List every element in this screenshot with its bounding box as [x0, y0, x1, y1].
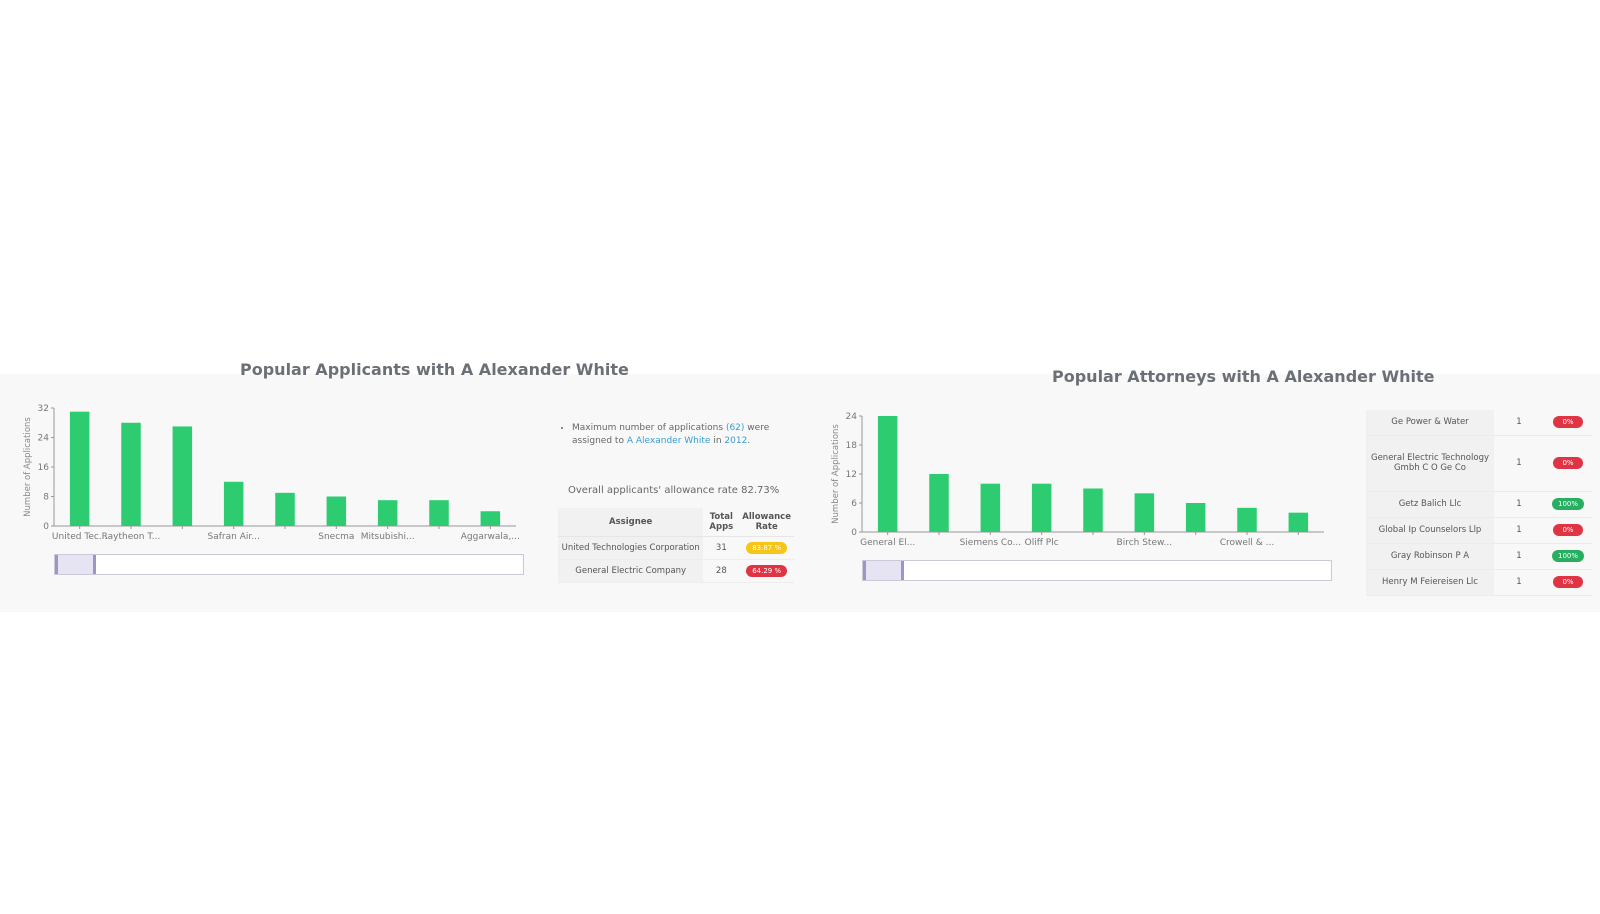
bar [1237, 507, 1257, 532]
total-apps: 28 [703, 559, 740, 583]
table-row[interactable]: Global Ip Counselors Llp 1 0% [1366, 517, 1592, 544]
y-tick-label: 24 [846, 412, 858, 422]
x-tick-label: Siemens Co... [960, 538, 1022, 548]
bar [480, 511, 501, 526]
allowance-badge: 100% [1551, 498, 1584, 510]
y-axis-label: Number of Applications [23, 417, 33, 517]
allowance-badge: 83.87 % [746, 542, 788, 554]
x-tick-label: Birch Stew... [1117, 538, 1173, 548]
x-tick-label: Aggarwala,... [461, 532, 520, 542]
attorneys-bar-chart: Number of Applications 0 6 12 18 24 General El… [831, 412, 1324, 548]
table-row[interactable]: Gray Robinson P A 1 100% [1366, 543, 1592, 570]
x-tick-label: Snecma [318, 532, 354, 542]
bar [1083, 488, 1103, 532]
attorney-name: General Electric Technology Gmbh C O Ge … [1366, 435, 1494, 492]
x-tick-label: Crowell & ... [1220, 538, 1275, 548]
table-row[interactable]: Ge Power & Water 1 0% [1366, 410, 1592, 436]
bar [223, 481, 244, 526]
info-end: . [747, 436, 751, 446]
info-prefix: Maximum number of applications [572, 423, 724, 433]
table-row[interactable]: Getz Balich Llc 1 100% [1366, 491, 1592, 518]
allowance-badge: 0% [1553, 524, 1583, 536]
x-tick-label: Raytheon T... [102, 532, 161, 542]
attorney-apps: 1 [1494, 435, 1544, 492]
info-middle: were assigned to [572, 423, 770, 446]
allowance-badge: 0% [1553, 457, 1583, 469]
y-tick-label: 8 [43, 493, 49, 503]
attorney-name: Ge Power & Water [1366, 410, 1494, 436]
allowance-badge: 64.29 % [746, 565, 788, 577]
y-tick-label: 12 [846, 470, 857, 480]
applicants-table: Assignee Total Apps Allowance Rate Unite… [558, 508, 794, 583]
table-row[interactable]: Henry M Feiereisen Llc 1 0% [1366, 569, 1592, 596]
attorneys-chart-scrollbar[interactable] [862, 560, 1332, 581]
col-total-apps[interactable]: Total Apps [703, 508, 740, 537]
bar [1185, 503, 1206, 532]
y-tick-label: 32 [38, 404, 49, 414]
attorneys-title: Popular Attorneys with A Alexander White [1052, 367, 1435, 386]
applicants-bar-chart: Number of Applications 0 8 16 24 32 United Tec… [23, 404, 520, 542]
attorney-name: Gray Robinson P A [1366, 543, 1494, 570]
allowance-badge: 0% [1553, 576, 1583, 588]
bar [69, 411, 90, 526]
assignee-name: General Electric Company [558, 559, 704, 583]
y-tick-label: 0 [43, 522, 49, 532]
attorney-name: Henry M Feiereisen Llc [1366, 569, 1494, 596]
applicants-info: Maximum number of applications (62) were… [560, 422, 790, 448]
assignee-name: United Technologies Corporation [558, 536, 704, 560]
bar [275, 492, 295, 526]
info-year: 2012 [724, 436, 748, 446]
info-in: in [713, 436, 722, 446]
x-tick-label: Oliff Plc [1025, 538, 1059, 548]
x-tick-label: United Tec... [52, 532, 107, 542]
info-count: (62) [725, 423, 745, 433]
attorneys-table: Ge Power & Water 1 0% General Electric T… [1366, 410, 1592, 596]
allowance-badge: 100% [1551, 550, 1584, 562]
bar [877, 416, 898, 532]
allowance-badge: 0% [1553, 416, 1583, 429]
table-row[interactable]: United Technologies Corporation 31 83.87… [558, 536, 794, 560]
x-tick-label: Mitsubishi... [361, 532, 415, 542]
y-axis-label: Number of Applications [831, 424, 841, 524]
col-allowance-rate[interactable]: Allowance Rate [739, 508, 794, 537]
applicants-title: Popular Applicants with A Alexander Whit… [240, 360, 629, 379]
bar [121, 422, 141, 526]
table-row[interactable]: General Electric Technology Gmbh C O Ge … [1366, 435, 1592, 492]
bar [1134, 493, 1155, 532]
attorney-apps: 1 [1494, 410, 1544, 436]
bar [172, 426, 193, 526]
applicants-scrollbar-thumb[interactable] [55, 555, 96, 574]
attorney-apps: 1 [1494, 543, 1544, 570]
attorney-apps: 1 [1494, 491, 1544, 518]
table-row[interactable]: General Electric Company 28 64.29 % [558, 559, 794, 583]
attorney-name: Global Ip Counselors Llp [1366, 517, 1494, 544]
bar [980, 483, 1001, 532]
x-tick-label: Safran Air... [208, 532, 260, 542]
bar [326, 496, 347, 526]
total-apps: 31 [703, 536, 740, 560]
bar [1288, 512, 1309, 532]
bar [1031, 483, 1052, 532]
attorney-name: Getz Balich Llc [1366, 491, 1494, 518]
attorney-apps: 1 [1494, 517, 1544, 544]
x-tick-label: General El... [860, 538, 915, 548]
bar [929, 474, 949, 532]
col-assignee[interactable]: Assignee [558, 508, 704, 537]
y-tick-label: 6 [851, 499, 857, 509]
y-tick-label: 0 [851, 528, 857, 538]
y-tick-label: 24 [38, 434, 50, 444]
applicants-chart-scrollbar[interactable] [54, 554, 524, 575]
attorneys-scrollbar-thumb[interactable] [863, 561, 904, 580]
y-tick-label: 18 [846, 441, 858, 451]
bar [377, 500, 398, 526]
applicants-table-header: Assignee Total Apps Allowance Rate [558, 508, 794, 537]
attorney-apps: 1 [1494, 569, 1544, 596]
bar [429, 500, 449, 526]
y-tick-label: 16 [38, 463, 50, 473]
overall-allowance-rate: Overall applicants' allowance rate 82.73… [568, 485, 780, 496]
info-examiner-link[interactable]: A Alexander White [626, 436, 711, 446]
